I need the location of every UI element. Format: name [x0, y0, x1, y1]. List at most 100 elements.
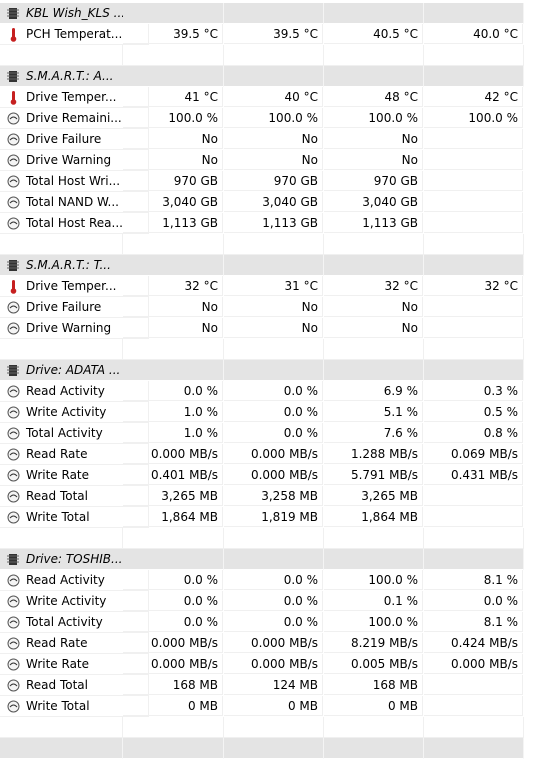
- empty-cell: [123, 528, 224, 549]
- sensor-row: Drive Remaini... 100.0 % 100.0 % 100.0 % 100…: [0, 108, 524, 129]
- empty-cell: [123, 45, 224, 66]
- sensor-value: 168 MB: [123, 675, 223, 695]
- group-title: S.M.A.R.T.: A...: [0, 66, 149, 87]
- empty-cell: [424, 696, 523, 716]
- empty-cell: [123, 234, 224, 255]
- sensor-value: 39.5 °C: [224, 24, 323, 44]
- empty-cell: [324, 717, 424, 738]
- sensor-value: 0.0 %: [224, 591, 323, 611]
- empty-cell: [424, 150, 523, 170]
- chip-icon: [7, 8, 19, 19]
- sensor-row: Read Activity 0.0 % 0.0 % 6.9 % 0.3 %: [0, 381, 524, 402]
- sensor-label: Total NAND W...: [0, 192, 149, 213]
- blank-row: [0, 339, 524, 360]
- empty-cell: [0, 717, 123, 738]
- sensor-row: Write Total 0 MB 0 MB 0 MB: [0, 696, 524, 717]
- gauge-icon: [7, 196, 20, 209]
- empty-cell: [324, 528, 424, 549]
- sensor-row: Drive Temper... 32 °C 31 °C 32 °C 32 °C: [0, 276, 524, 297]
- sensor-row: Total NAND W... 3,040 GB 3,040 GB 3,040 GB: [0, 192, 524, 213]
- empty-cell: [424, 528, 524, 549]
- gauge-icon: [7, 595, 20, 608]
- sensor-label: Write Activity: [0, 402, 149, 423]
- sensor-value: 100.0 %: [324, 570, 423, 590]
- sensor-value: 100.0 %: [424, 108, 523, 128]
- header-cell: [424, 360, 524, 381]
- hdr: [0, 738, 524, 759]
- empty-cell: [224, 339, 324, 360]
- empty-cell: [424, 234, 524, 255]
- sensor-value: 0 MB: [123, 696, 223, 716]
- sensor-value: 3,040 GB: [123, 192, 223, 212]
- sensor-value: 0.069 MB/s: [424, 444, 523, 464]
- sensor-value: 1,819 MB: [224, 507, 323, 527]
- empty-cell: [424, 717, 524, 738]
- empty-cell: [0, 45, 123, 66]
- hdr: KBL Wish_KLS ...: [0, 3, 524, 24]
- sensor-value: 0.0 %: [123, 612, 223, 632]
- sensor-value: No: [324, 318, 423, 338]
- empty-cell: [123, 339, 224, 360]
- gauge-icon: [7, 700, 20, 713]
- empty-cell: [224, 45, 324, 66]
- sensor-value: 0.431 MB/s: [424, 465, 523, 485]
- header-cell: [224, 66, 324, 87]
- sensor-value: 970 GB: [123, 171, 223, 191]
- sensor-value: 39.5 °C: [123, 24, 223, 44]
- empty-cell: [424, 675, 523, 695]
- sensor-label: Write Activity: [0, 591, 149, 612]
- sensor-value: 0.3 %: [424, 381, 523, 401]
- sensor-label: Total Activity: [0, 612, 149, 633]
- gauge-icon: [7, 490, 20, 503]
- sensor-value: 0.000 MB/s: [224, 444, 323, 464]
- header-cell: [424, 738, 524, 759]
- gauge-icon: [7, 658, 20, 671]
- header-cell: [424, 3, 524, 24]
- empty-cell: [324, 339, 424, 360]
- chip-icon: [7, 554, 19, 565]
- sensor-label: Read Total: [0, 675, 149, 696]
- empty-cell: [424, 192, 523, 212]
- empty-cell: [0, 528, 123, 549]
- empty-cell: [424, 171, 523, 191]
- chip-icon: [7, 71, 19, 82]
- sensor-value: 0.0 %: [424, 591, 523, 611]
- sensor-value: No: [123, 129, 223, 149]
- sensor-row: Read Rate 0.000 MB/s 0.000 MB/s 1.288 MB/s 0…: [0, 444, 524, 465]
- page: KBL Wish_KLS ... PCH Temperat... 39.5 °C 39…: [0, 3, 524, 759]
- sensor-row: Drive Warning No No No: [0, 150, 524, 171]
- empty-cell: [424, 507, 523, 527]
- gauge-icon: [7, 217, 20, 230]
- sensor-value: No: [324, 297, 423, 317]
- sensor-value: 0.000 MB/s: [424, 654, 523, 674]
- sensor-value: 1.0 %: [123, 423, 223, 443]
- sensor-label: Total Host Rea...: [0, 213, 149, 234]
- empty-cell: [424, 45, 524, 66]
- sensor-label: Drive Failure: [0, 297, 149, 318]
- sensor-value: 5.791 MB/s: [324, 465, 423, 485]
- sensor-value: 0.0 %: [123, 381, 223, 401]
- header-cell: [324, 549, 424, 570]
- header-cell: [123, 66, 224, 87]
- sensor-value: 3,265 MB: [324, 486, 423, 506]
- sensor-value: 0.000 MB/s: [123, 444, 223, 464]
- sensor-value: 31 °C: [224, 276, 323, 296]
- sensor-value: 0.401 MB/s: [123, 465, 223, 485]
- sensor-value: 32 °C: [324, 276, 423, 296]
- gauge-icon: [7, 637, 20, 650]
- sensor-value: 0.424 MB/s: [424, 633, 523, 653]
- sensor-value: 0.0 %: [123, 591, 223, 611]
- sensor-row: Read Total 168 MB 124 MB 168 MB: [0, 675, 524, 696]
- sensor-row: Write Rate 0.000 MB/s 0.000 MB/s 0.005 MB/s…: [0, 654, 524, 675]
- empty-cell: [123, 717, 224, 738]
- sensor-value: 168 MB: [324, 675, 423, 695]
- sensor-label: Write Total: [0, 507, 149, 528]
- header-cell: [424, 255, 524, 276]
- gauge-icon: [7, 385, 20, 398]
- sensor-value: No: [324, 150, 423, 170]
- sensor-value: No: [123, 150, 223, 170]
- sensor-value: 100.0 %: [324, 108, 423, 128]
- sensor-value: No: [224, 150, 323, 170]
- sensor-value: 3,265 MB: [123, 486, 223, 506]
- sensor-label: Read Total: [0, 486, 149, 507]
